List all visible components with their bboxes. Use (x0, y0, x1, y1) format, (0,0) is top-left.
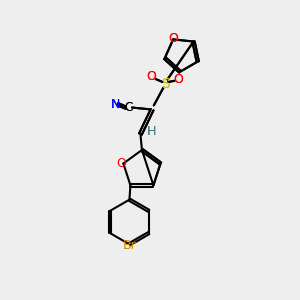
Text: C: C (124, 101, 133, 114)
Text: O: O (146, 70, 156, 83)
Text: O: O (173, 73, 183, 86)
Text: H: H (146, 125, 156, 139)
Text: S: S (161, 77, 170, 91)
Text: O: O (168, 32, 178, 46)
Text: O: O (168, 32, 178, 46)
Text: Br: Br (122, 239, 136, 252)
Text: O: O (146, 70, 156, 83)
Text: S: S (161, 77, 170, 91)
Text: C: C (124, 101, 133, 114)
Text: O: O (173, 73, 183, 86)
Text: N: N (110, 98, 120, 111)
Text: O: O (116, 157, 126, 170)
Text: N: N (110, 98, 120, 111)
Text: H: H (146, 125, 156, 139)
